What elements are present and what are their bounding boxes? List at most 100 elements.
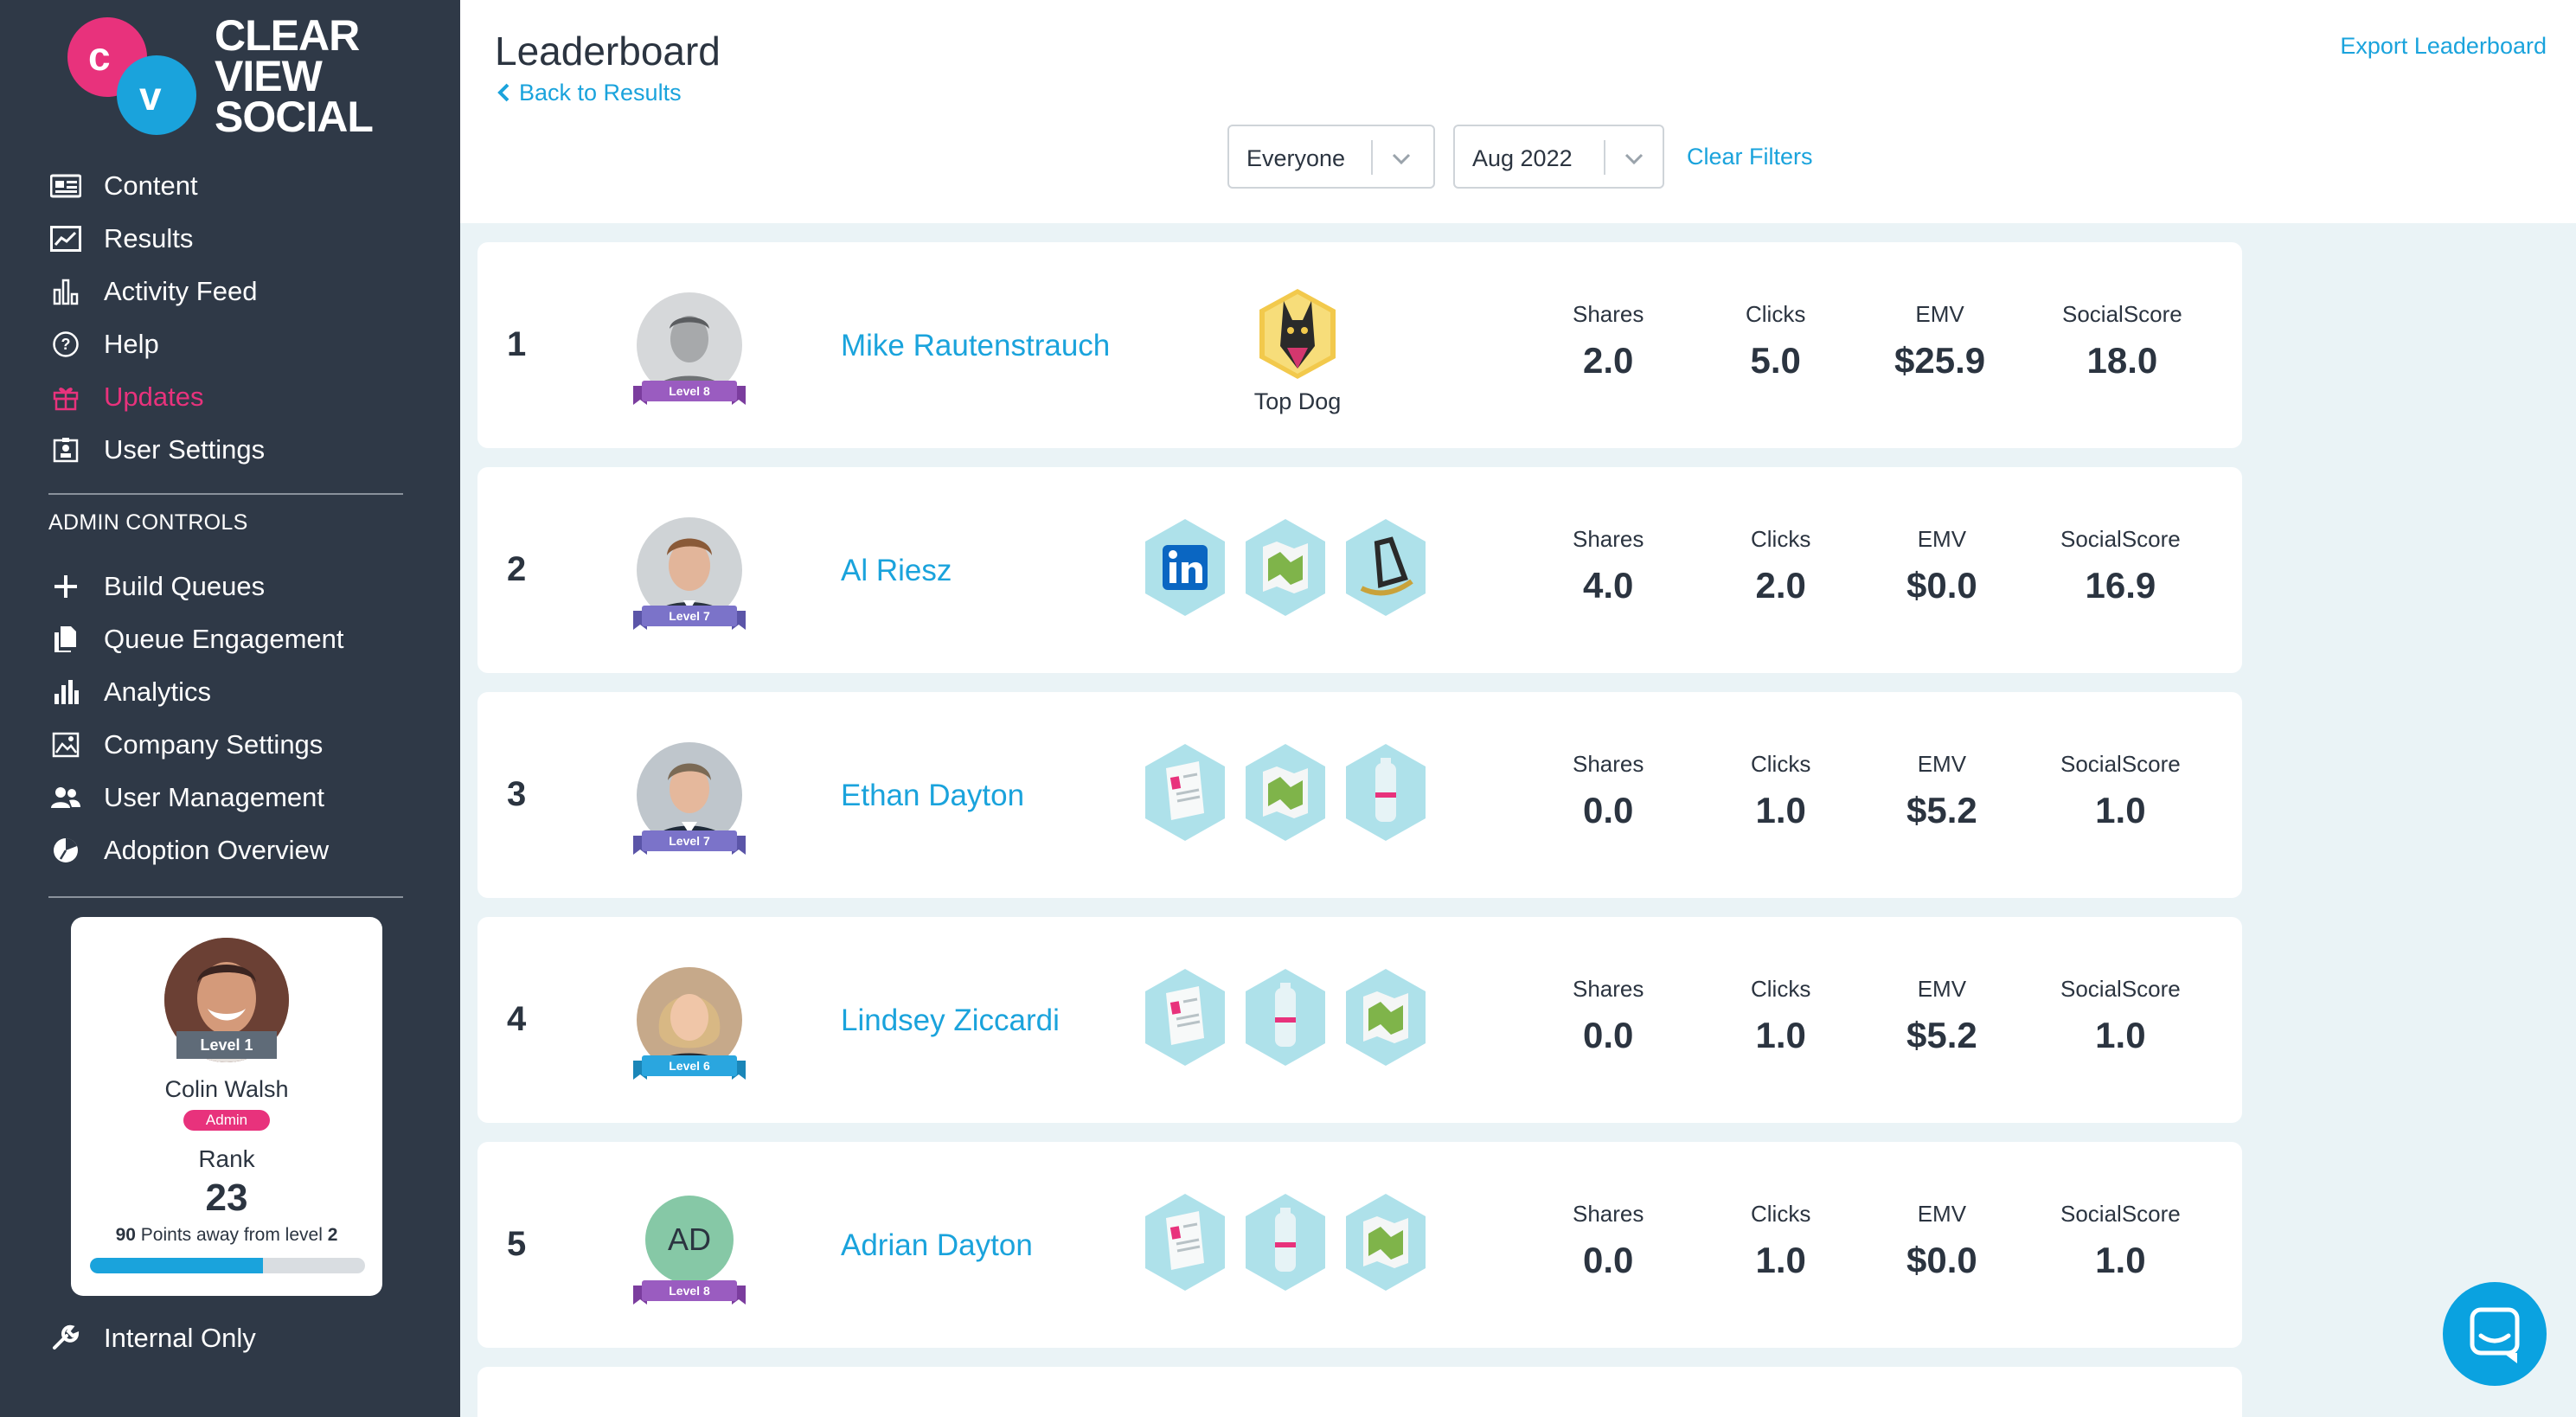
avatar bbox=[637, 292, 742, 398]
bottle-badge-icon bbox=[1246, 1194, 1325, 1291]
stat-value: 1.0 bbox=[1755, 1015, 1806, 1055]
chat-launcher-button[interactable] bbox=[2443, 1282, 2547, 1386]
user-name-link[interactable]: Lindsey Ziccardi bbox=[841, 1003, 1060, 1037]
stat-value: $5.2 bbox=[1906, 790, 1977, 830]
leaderboard-row: 2 Level 7 Al Riesz Shares 4.0 Clicks 2.0 E… bbox=[477, 467, 2242, 673]
stat-label: EMV bbox=[1917, 526, 1967, 552]
nav-label: Content bbox=[104, 170, 198, 201]
level-ribbon-label: Level 8 bbox=[669, 384, 710, 398]
export-leaderboard-link[interactable]: Export Leaderboard bbox=[2340, 33, 2547, 59]
stat-value: $25.9 bbox=[1894, 340, 1986, 381]
avatar-initials: AD bbox=[667, 1221, 711, 1257]
socialscore-stat: SocialScore 18.0 bbox=[2062, 301, 2182, 382]
clicks-stat: Clicks 5.0 bbox=[1746, 301, 1805, 382]
shares-stat: Shares 0.0 bbox=[1573, 1201, 1644, 1281]
nav-item-adoption-overview[interactable]: Adoption Overview bbox=[48, 824, 420, 876]
user-name-link[interactable]: Ethan Dayton bbox=[841, 779, 1025, 812]
nav-label: Activity Feed bbox=[104, 275, 258, 306]
main-nav: Content Results Activity Feed ? Help Upd… bbox=[48, 159, 420, 476]
level-ribbon-label: Level 6 bbox=[669, 1059, 710, 1073]
user-name-link[interactable]: Mike Rautenstrauch bbox=[841, 329, 1111, 362]
logo-word-1: CLEAR bbox=[215, 11, 360, 60]
nav-item-results[interactable]: Results bbox=[48, 212, 420, 265]
month-filter-select[interactable]: Aug 2022 bbox=[1453, 125, 1664, 189]
nav-item-content[interactable]: Content bbox=[48, 159, 420, 212]
bottle-badge-icon bbox=[1246, 969, 1325, 1066]
nav-divider-2 bbox=[48, 896, 403, 898]
wrench-icon bbox=[48, 1321, 83, 1356]
logo[interactable]: c v CLEAR VIEW SOCIAL bbox=[67, 11, 413, 145]
emv-stat: EMV $0.0 bbox=[1906, 1201, 1977, 1281]
nav-label: User Management bbox=[104, 781, 325, 812]
user-name-link[interactable]: Adrian Dayton bbox=[841, 1228, 1033, 1262]
stat-label: Shares bbox=[1573, 526, 1644, 552]
level-ribbon-label: Level 8 bbox=[669, 1284, 710, 1298]
leaderboard-row: 5 AD Level 8 Adrian Dayton Shares 0.0 Cli… bbox=[477, 1142, 2242, 1348]
image-settings-icon bbox=[48, 728, 83, 762]
nav-item-queue-engagement[interactable]: Queue Engagement bbox=[48, 612, 420, 665]
level-ribbon: Level 7 bbox=[633, 830, 746, 855]
nav-item-updates[interactable]: Updates bbox=[48, 370, 420, 423]
back-to-results-link[interactable]: Back to Results bbox=[497, 80, 682, 106]
admin-nav: Build Queues Queue Engagement Analytics … bbox=[48, 560, 420, 876]
stat-label: EMV bbox=[1917, 751, 1967, 777]
nav-item-analytics[interactable]: Analytics bbox=[48, 665, 420, 718]
badge-list bbox=[1142, 742, 1429, 843]
nav-item-user-management[interactable]: User Management bbox=[48, 771, 420, 824]
row-rank: 1 bbox=[507, 325, 527, 363]
logo-letter-c: c bbox=[88, 34, 111, 79]
analytics-icon bbox=[48, 675, 83, 709]
stat-label: Shares bbox=[1573, 301, 1644, 327]
points-text: Points away from level bbox=[135, 1225, 328, 1245]
clear-filters-link[interactable]: Clear Filters bbox=[1687, 144, 1813, 170]
socialscore-stat: SocialScore 1.0 bbox=[2060, 751, 2181, 831]
stat-value: 0.0 bbox=[1583, 1015, 1634, 1055]
map-badge-icon bbox=[1246, 744, 1325, 841]
stat-label: SocialScore bbox=[2060, 1201, 2181, 1227]
clicks-stat: Clicks 1.0 bbox=[1751, 976, 1810, 1056]
admin-controls-heading: ADMIN CONTROLS bbox=[48, 510, 248, 535]
initials-avatar: AD bbox=[645, 1196, 734, 1284]
map-badge-icon bbox=[1246, 519, 1325, 616]
people-filter-select[interactable]: Everyone bbox=[1227, 125, 1435, 189]
page-title: Leaderboard bbox=[495, 29, 721, 74]
stat-label: Clicks bbox=[1751, 526, 1811, 552]
stat-value: 1.0 bbox=[2095, 1015, 2146, 1055]
leaderboard-row-partial bbox=[477, 1367, 2242, 1417]
badge-list bbox=[1142, 967, 1429, 1068]
stat-label: SocialScore bbox=[2062, 301, 2182, 327]
user-name-link[interactable]: Al Riesz bbox=[841, 554, 952, 587]
stat-label: Clicks bbox=[1751, 751, 1811, 777]
chevron-down-icon bbox=[1392, 153, 1411, 165]
nav-item-help[interactable]: ? Help bbox=[48, 317, 420, 370]
level-ribbon-label: Level 7 bbox=[669, 609, 710, 623]
chart-line-icon bbox=[48, 221, 83, 256]
nav-label: Analytics bbox=[104, 676, 212, 707]
nav-label: Updates bbox=[104, 381, 204, 412]
month-filter-value: Aug 2022 bbox=[1472, 145, 1573, 171]
nav-item-activity-feed[interactable]: Activity Feed bbox=[48, 265, 420, 317]
points-number: 90 bbox=[115, 1225, 136, 1245]
stat-value: 16.9 bbox=[2085, 565, 2156, 606]
back-label: Back to Results bbox=[519, 80, 682, 106]
nav-label: User Settings bbox=[104, 433, 266, 465]
rank-label: Rank bbox=[198, 1145, 255, 1172]
stat-value: 18.0 bbox=[2086, 340, 2158, 381]
nav-label: Internal Only bbox=[104, 1322, 256, 1353]
svg-text:?: ? bbox=[61, 336, 71, 353]
chevron-left-icon bbox=[497, 83, 509, 102]
profile-card[interactable]: Level 1 Colin Walsh Admin Rank 23 90 Poi… bbox=[71, 917, 382, 1296]
stat-label: SocialScore bbox=[2060, 526, 2181, 552]
bar-chart-icon bbox=[48, 274, 83, 309]
nav-item-internal-only[interactable]: Internal Only bbox=[48, 1311, 420, 1364]
socialscore-stat: SocialScore 1.0 bbox=[2060, 976, 2181, 1056]
nav-label: Build Queues bbox=[104, 570, 266, 601]
nav-item-build-queues[interactable]: Build Queues bbox=[48, 560, 420, 612]
shares-stat: Shares 0.0 bbox=[1573, 976, 1644, 1056]
map-badge-icon bbox=[1346, 1194, 1426, 1291]
leaderboard-row: 1 Level 8 Mike Rautenstrauch Top Dog Sha… bbox=[477, 242, 2242, 448]
nav-item-user-settings[interactable]: User Settings bbox=[48, 423, 420, 476]
nav-item-company-settings[interactable]: Company Settings bbox=[48, 718, 420, 771]
stat-label: Clicks bbox=[1751, 1201, 1811, 1227]
pie-icon bbox=[48, 833, 83, 868]
